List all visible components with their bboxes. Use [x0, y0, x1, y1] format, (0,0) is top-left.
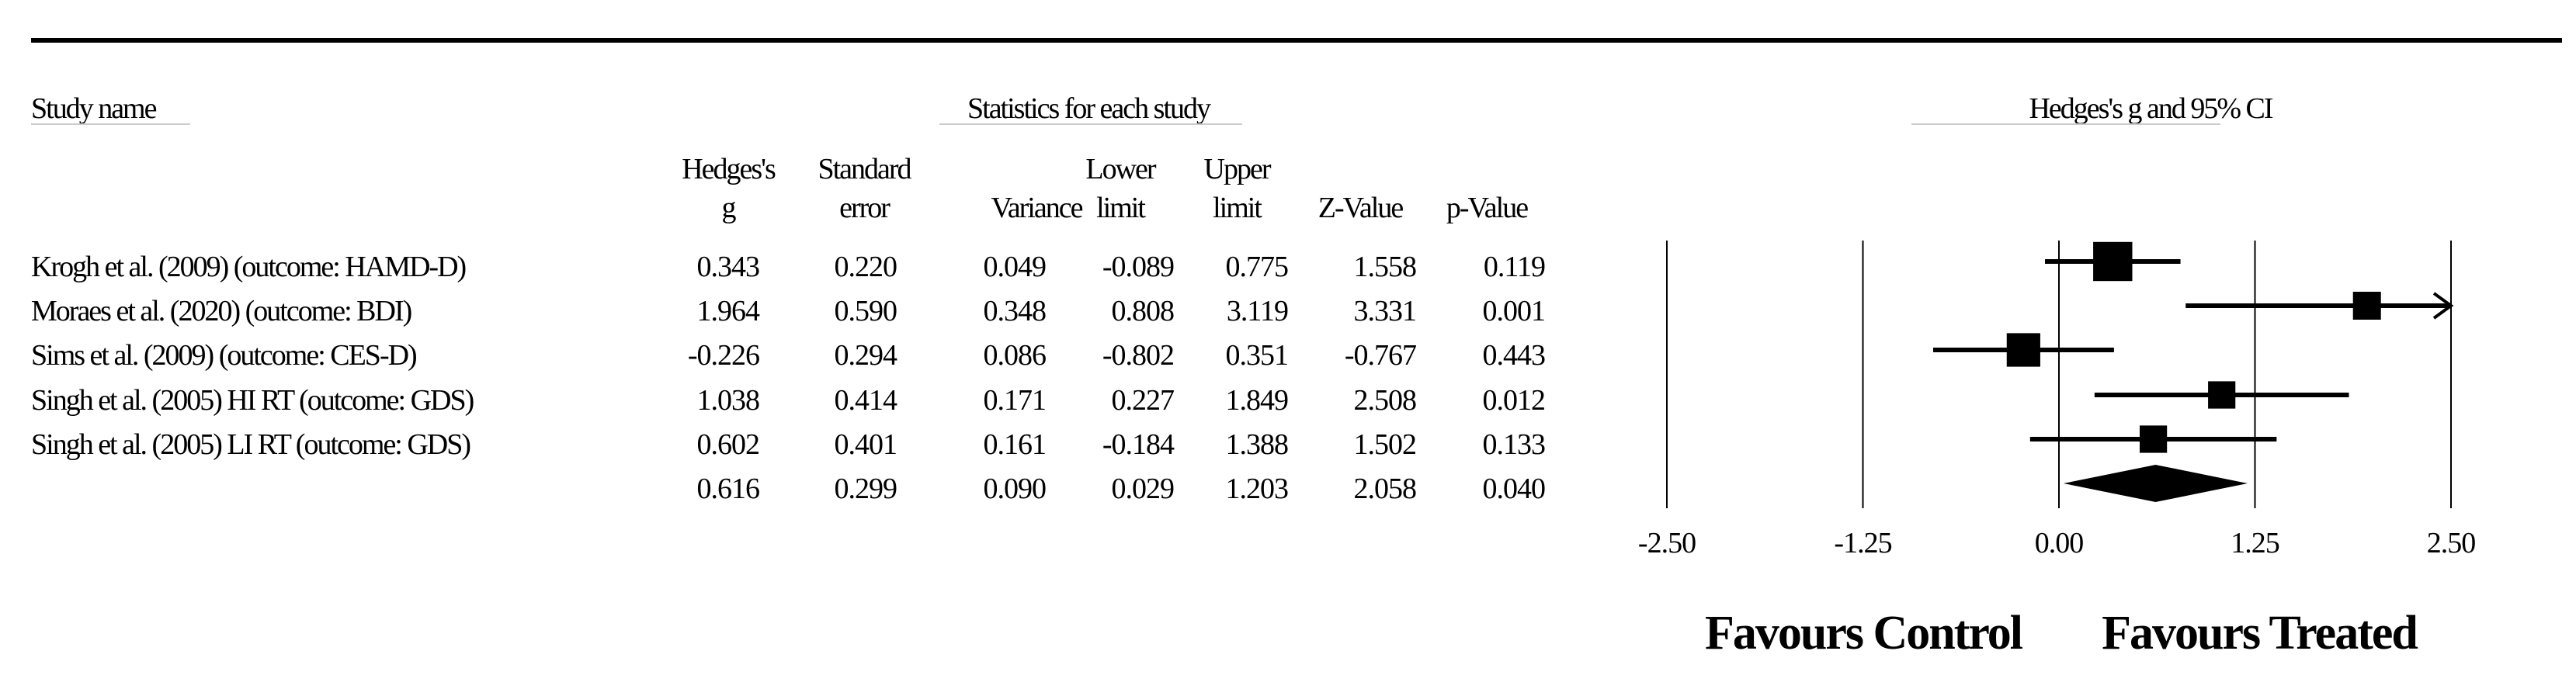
- cell-z: 3.331: [1354, 295, 1417, 327]
- cell-z: 2.508: [1354, 384, 1417, 417]
- cell-g: 0.616: [697, 473, 760, 505]
- col-header-g-line1: Hedges's: [682, 153, 776, 185]
- cell-var: 0.161: [984, 428, 1047, 461]
- effect-marker: [2006, 333, 2040, 367]
- col-header-upper: limit: [1213, 192, 1262, 224]
- chart-title: Hedges's g and 95% CI: [2029, 92, 2272, 125]
- cell-z: 1.502: [1354, 428, 1417, 461]
- cell-p: 0.133: [1483, 428, 1546, 461]
- summary-row: 0.616 0.299 0.090 0.029 1.203 2.058 0.040: [697, 473, 1547, 505]
- col-header-se-line1: Standard: [818, 153, 911, 185]
- study-name-cell: Singh et al. (2005) LI RT (outcome: GDS): [31, 428, 470, 461]
- x-tick-label: 2.50: [2427, 527, 2476, 559]
- cell-p: 0.040: [1483, 473, 1546, 505]
- col-header-lower-line1: Lower: [1085, 153, 1157, 185]
- cell-lower: 0.227: [1112, 384, 1175, 417]
- x-tick-label: -1.25: [1834, 527, 1891, 559]
- cell-upper: 0.351: [1226, 339, 1289, 372]
- cell-var: 0.086: [984, 339, 1047, 372]
- summary-diamond: [2063, 465, 2248, 502]
- cell-lower: -0.802: [1102, 339, 1174, 372]
- table-row: Sims et al. (2009) (outcome: CES-D) -0.22…: [31, 339, 1546, 372]
- cell-p: 0.012: [1483, 384, 1546, 417]
- cell-z: 1.558: [1354, 251, 1417, 283]
- cell-se: 0.299: [835, 473, 897, 505]
- cell-se: 0.294: [835, 339, 898, 372]
- effect-marker: [2093, 241, 2133, 282]
- stats-group-header: Statistics for each study: [967, 92, 1211, 125]
- table-row: Moraes et al. (2020) (outcome: BDI) 1.964…: [31, 295, 1546, 327]
- effect-marker: [2140, 425, 2168, 453]
- study-name-cell: Singh et al. (2005) HI RT (outcome: GDS): [31, 384, 474, 417]
- cell-se: 0.220: [835, 251, 897, 283]
- effect-marker: [2208, 381, 2236, 409]
- cell-p: 0.443: [1483, 339, 1546, 372]
- favours-control-label: Favours Control: [1705, 607, 2023, 660]
- cell-z: -0.767: [1345, 339, 1416, 372]
- cell-lower: 0.808: [1112, 295, 1175, 327]
- col-header-lower: limit: [1096, 192, 1146, 224]
- cell-lower: 0.029: [1112, 473, 1175, 505]
- x-tick-label: 0.00: [2035, 527, 2084, 559]
- cell-g: -0.226: [688, 339, 759, 372]
- study-name-cell: Sims et al. (2009) (outcome: CES-D): [31, 339, 416, 372]
- cell-lower: -0.184: [1102, 428, 1175, 461]
- cell-p: 0.001: [1483, 295, 1546, 327]
- x-tick-label: 1.25: [2231, 527, 2279, 559]
- col-header-se: error: [839, 192, 890, 224]
- col-header-g: g: [722, 192, 737, 224]
- cell-se: 0.590: [835, 295, 897, 327]
- cell-g: 0.343: [697, 251, 760, 283]
- forest-plot: -2.50 -1.25 0.00 1.25 2.50: [1638, 241, 2476, 559]
- study-name-header: Study name: [31, 92, 157, 125]
- cell-upper: 1.849: [1226, 384, 1289, 417]
- cell-var: 0.049: [984, 251, 1047, 283]
- favours-treated-label: Favours Treated: [2102, 607, 2418, 660]
- cell-upper: 0.775: [1226, 251, 1289, 283]
- table-row: Singh et al. (2005) HI RT (outcome: GDS)…: [31, 384, 1546, 417]
- study-name-cell: Krogh et al. (2009) (outcome: HAMD-D): [31, 251, 466, 283]
- effect-marker: [2352, 292, 2381, 320]
- cell-g: 1.964: [697, 295, 761, 327]
- cell-g: 1.038: [697, 384, 760, 417]
- cell-var: 0.090: [984, 473, 1047, 505]
- cell-upper: 3.119: [1227, 295, 1288, 327]
- cell-var: 0.171: [984, 384, 1047, 417]
- study-table: Krogh et al. (2009) (outcome: HAMD-D) 0.3…: [31, 251, 1547, 505]
- cell-p: 0.119: [1484, 251, 1545, 283]
- cell-lower: -0.089: [1102, 251, 1174, 283]
- cell-se: 0.401: [835, 428, 897, 461]
- cell-se: 0.414: [835, 384, 898, 417]
- col-header-p: p-Value: [1446, 192, 1528, 224]
- col-header-upper-line1: Upper: [1204, 153, 1272, 185]
- ci-arrow: [2432, 292, 2454, 320]
- col-header-z: Z-Value: [1318, 192, 1404, 224]
- table-row: Singh et al. (2005) LI RT (outcome: GDS)…: [31, 428, 1546, 461]
- x-tick-label: -2.50: [1638, 527, 1696, 559]
- table-row: Krogh et al. (2009) (outcome: HAMD-D) 0.3…: [31, 251, 1546, 283]
- cell-g: 0.602: [697, 428, 760, 461]
- cell-z: 2.058: [1354, 473, 1417, 505]
- col-header-var: Variance: [991, 192, 1083, 224]
- cell-upper: 1.388: [1226, 428, 1289, 461]
- cell-upper: 1.203: [1226, 473, 1289, 505]
- study-name-cell: Moraes et al. (2020) (outcome: BDI): [31, 295, 411, 327]
- cell-var: 0.348: [984, 295, 1047, 327]
